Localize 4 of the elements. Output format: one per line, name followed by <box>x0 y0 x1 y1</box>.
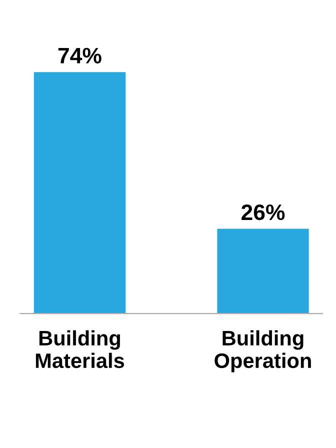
data-label: 26% <box>242 204 285 220</box>
x-tick-label: Building Operation <box>214 330 311 372</box>
x-tick-label: Building Materials <box>36 330 124 368</box>
data-label: 74% <box>58 48 102 64</box>
